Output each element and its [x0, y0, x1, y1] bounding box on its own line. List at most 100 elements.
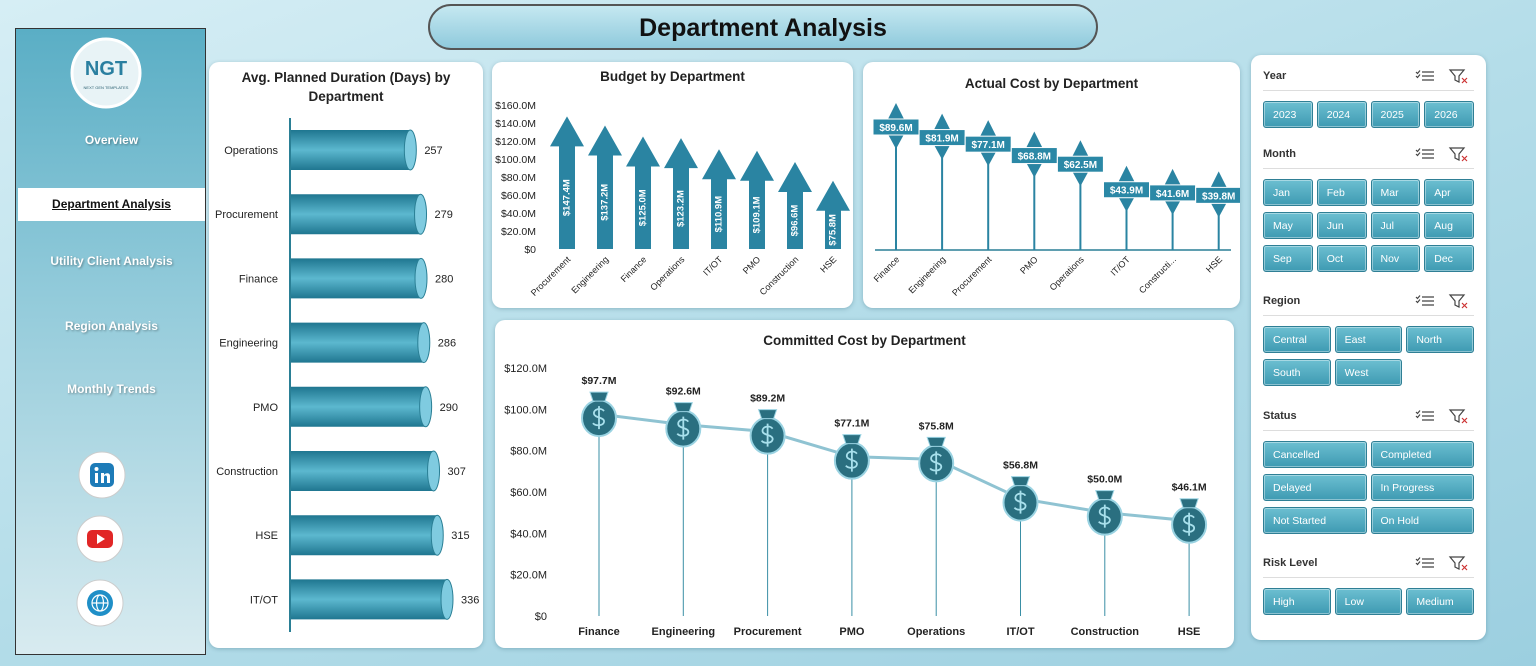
slicer-button[interactable]: In Progress — [1370, 474, 1474, 501]
bar — [291, 515, 444, 556]
slicer-button[interactable]: Low — [1334, 588, 1403, 615]
chart: Operations 257 Procurement 279 Finance 280 Eng… — [215, 118, 479, 632]
value-label: $109.1M — [752, 196, 763, 233]
slicer-title: Year — [1263, 70, 1287, 82]
slicer-button[interactable]: Completed — [1370, 441, 1474, 468]
slicer-title: Status — [1263, 410, 1297, 422]
bar — [291, 130, 417, 170]
nav-item[interactable]: Overview — [84, 133, 139, 147]
nav-item[interactable]: Department Analysis — [18, 188, 205, 221]
value-label: $81.9M — [925, 134, 958, 145]
slicer-button[interactable]: Delayed — [1263, 474, 1367, 501]
slicer-button[interactable]: South — [1263, 359, 1331, 386]
bar-cap — [414, 193, 428, 235]
chart-title: Avg. Planned Duration (Days) by Departme… — [241, 70, 451, 104]
slicer-button[interactable]: East — [1334, 326, 1403, 353]
value-label: $97.7M — [581, 375, 616, 387]
y-tick-label: $140.0M — [495, 118, 536, 130]
money-bag-marker — [1086, 490, 1123, 536]
slicer-button[interactable]: 2023 — [1263, 101, 1313, 128]
value-label: $39.8M — [1202, 191, 1235, 202]
slicer-button[interactable]: Aug — [1424, 212, 1474, 239]
bar — [291, 322, 430, 363]
slicer-button[interactable]: 2024 — [1316, 101, 1367, 128]
category-label: Finance — [239, 273, 278, 285]
value-label: $56.8M — [1003, 460, 1038, 472]
slicer-button[interactable]: May — [1263, 212, 1313, 239]
bag-neck — [1095, 490, 1115, 501]
y-tick-label: $20.0M — [510, 570, 547, 582]
y-tick-label: $100.0M — [495, 154, 536, 166]
slicer-icons — [1415, 409, 1468, 424]
x-tick-label: Procurement — [734, 626, 802, 638]
slicer-button[interactable]: Medium — [1406, 588, 1474, 615]
slicer-button[interactable]: Nov — [1370, 245, 1421, 272]
youtube-icon[interactable] — [76, 515, 124, 563]
value-label: 279 — [435, 209, 453, 221]
label-bg — [964, 135, 1012, 153]
sidebar-graphics: NGT NEXT GEN TEMPLATES — [70, 37, 142, 627]
value-label: 307 — [448, 466, 466, 478]
bag-neck — [1010, 476, 1031, 487]
linkedin-icon[interactable] — [78, 451, 126, 499]
slicer-header: Risk Level — [1263, 556, 1474, 578]
page-title: Department Analysis — [428, 4, 1098, 50]
slicer-button[interactable]: Dec — [1424, 245, 1474, 272]
value-label: $43.9M — [1110, 186, 1143, 197]
bar-cap — [427, 450, 441, 492]
value-label: $75.8M — [828, 214, 839, 246]
nav-item[interactable]: Utility Client Analysis — [50, 254, 173, 268]
x-tick-label: Operations — [648, 254, 687, 293]
slicer-button[interactable]: Sep — [1263, 245, 1313, 272]
slicer-button[interactable]: On Hold — [1370, 507, 1474, 534]
money-bag-marker — [833, 434, 870, 480]
nav-item[interactable]: Region Analysis — [65, 319, 158, 333]
chart-title: Actual Cost by Department — [964, 76, 1139, 91]
bar — [664, 138, 698, 249]
logo-text: NGT — [85, 58, 127, 80]
x-tick-label: HSE — [1204, 254, 1224, 274]
slicer-button[interactable]: Oct — [1316, 245, 1367, 272]
value-label: 286 — [438, 338, 456, 350]
slicer-button[interactable]: Feb — [1316, 179, 1367, 206]
y-tick-label: $20.0M — [501, 226, 536, 238]
slicer-button[interactable]: Mar — [1370, 179, 1421, 206]
slicer-button[interactable]: High — [1263, 588, 1331, 615]
bag-neck — [842, 434, 862, 445]
slicer-button[interactable]: 2026 — [1424, 101, 1474, 128]
nav-item[interactable]: Monthly Trends — [67, 382, 156, 396]
website-icon[interactable] — [76, 579, 124, 627]
slicer-button[interactable]: 2025 — [1370, 101, 1421, 128]
value-label: $62.5M — [1064, 160, 1097, 171]
slicer-button[interactable]: Apr — [1424, 179, 1474, 206]
x-tick-label: PMO — [741, 254, 763, 276]
money-bag-marker — [749, 409, 786, 455]
chart-panel: Actual Cost by Department $89.6M Finance $… — [863, 62, 1240, 308]
slicer-button[interactable]: Jan — [1263, 179, 1313, 206]
slicer-button[interactable]: North — [1406, 326, 1474, 353]
slicer-button[interactable]: West — [1334, 359, 1403, 386]
slicer-button[interactable]: Jun — [1316, 212, 1367, 239]
chart-title: Budget by Department — [600, 69, 745, 84]
label-bg — [1056, 155, 1104, 173]
bag-symbol — [1013, 490, 1027, 514]
slicer-title: Risk Level — [1263, 557, 1318, 569]
logo-circle — [70, 37, 142, 109]
slicer-button[interactable]: Jul — [1370, 212, 1421, 239]
money-bag-marker — [1171, 498, 1208, 544]
bar-cap — [430, 514, 444, 556]
slicer-button[interactable]: Not Started — [1263, 507, 1367, 534]
category-label: HSE — [255, 530, 278, 542]
bar — [291, 258, 427, 299]
x-tick-label: IT/OT — [701, 254, 725, 278]
label-bg — [1195, 186, 1240, 204]
y-tick-label: $160.0M — [495, 100, 536, 112]
bar — [778, 162, 812, 249]
value-label: $96.6M — [790, 205, 801, 237]
logo-tagline: NEXT GEN TEMPLATES — [84, 85, 129, 90]
chart: $89.6M Finance $81.9M Engineering $77.1M Proc… — [872, 103, 1240, 298]
slicer-button[interactable]: Central — [1263, 326, 1331, 353]
slicer-button[interactable]: Cancelled — [1263, 441, 1367, 468]
y-tick-label: $120.0M — [495, 136, 536, 148]
category-label: Operations — [224, 145, 278, 157]
